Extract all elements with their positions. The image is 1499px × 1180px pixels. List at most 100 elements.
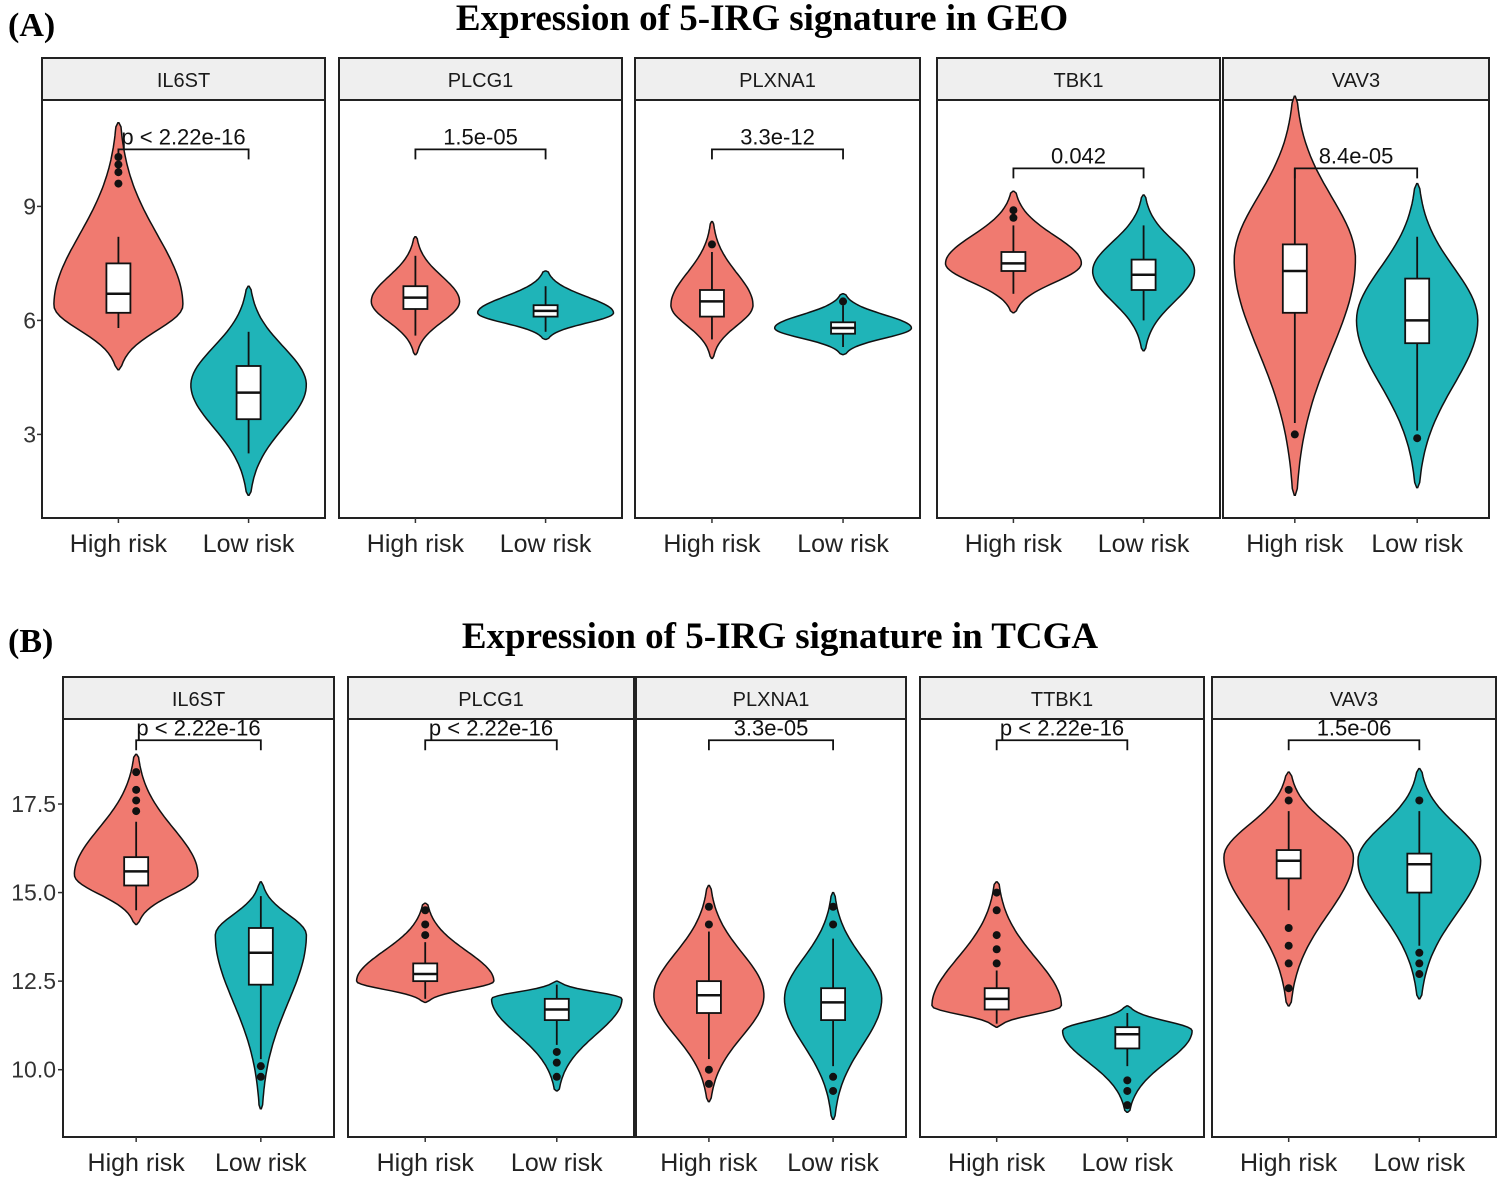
outlier-point bbox=[256, 1062, 265, 1071]
facet-strip bbox=[1222, 57, 1490, 101]
box-iqr bbox=[696, 980, 722, 1014]
p-value-label: 3.3e-12 bbox=[740, 124, 815, 149]
p-value-label: 8.4e-05 bbox=[1319, 143, 1394, 168]
facet-tbk1: TBK1 High risk Low risk 0.042 bbox=[936, 57, 1221, 558]
outlier-point bbox=[1290, 430, 1299, 439]
outlier-point bbox=[992, 959, 1001, 968]
x-tick-label: Low risk bbox=[511, 1149, 603, 1177]
outlier-point bbox=[1123, 1086, 1132, 1095]
x-tick-label: Low risk bbox=[1373, 1149, 1465, 1177]
outlier-point bbox=[1123, 1101, 1132, 1110]
x-tick-label: Low risk bbox=[1081, 1149, 1173, 1177]
x-tick-label: High risk bbox=[948, 1149, 1046, 1177]
outlier-point bbox=[1415, 959, 1424, 968]
box-iqr bbox=[1404, 277, 1431, 345]
outlier-point bbox=[132, 807, 141, 816]
outlier-point bbox=[132, 768, 141, 777]
significance-bracket bbox=[424, 739, 558, 751]
x-tick-label: Low risk bbox=[203, 530, 295, 558]
x-tick-label: High risk bbox=[88, 1149, 186, 1177]
facet-strip-label: PLCG1 bbox=[448, 70, 514, 92]
outlier-point bbox=[1415, 796, 1424, 805]
outlier-point bbox=[114, 160, 123, 169]
x-tick-label: High risk bbox=[663, 530, 761, 558]
outlier-point bbox=[421, 920, 430, 929]
x-tick-label: High risk bbox=[965, 530, 1063, 558]
p-value-label: 0.042 bbox=[1051, 143, 1106, 168]
p-value-label: 1.5e-06 bbox=[1317, 715, 1392, 740]
outlier-point bbox=[552, 1058, 561, 1067]
outlier-point bbox=[552, 1047, 561, 1056]
chart-title-tcga: Expression of 5-IRG signature in TCGA bbox=[462, 616, 1099, 657]
facet-strip-label: IL6ST bbox=[172, 689, 225, 711]
plot-area bbox=[635, 718, 907, 1138]
facet-strip bbox=[347, 676, 635, 720]
outlier-point bbox=[1009, 206, 1018, 215]
x-tick-label: High risk bbox=[377, 1149, 475, 1177]
significance-bracket bbox=[135, 739, 262, 751]
outlier-point bbox=[114, 179, 123, 188]
outlier-point bbox=[421, 931, 430, 940]
facet-strip-label: IL6ST bbox=[157, 70, 210, 92]
outlier-point bbox=[114, 168, 123, 177]
y-tick-label: 12.5 bbox=[11, 968, 56, 994]
significance-bracket bbox=[1012, 167, 1145, 179]
outlier-point bbox=[1284, 959, 1293, 968]
facet-strip bbox=[936, 57, 1221, 101]
outlier-point bbox=[829, 1086, 838, 1095]
outlier-point bbox=[704, 920, 713, 929]
x-tick-label: High risk bbox=[1240, 1149, 1338, 1177]
facet-plxna1: PLXNA1 High risk Low risk 3.3e-05 bbox=[635, 676, 907, 1177]
plot-area bbox=[919, 718, 1205, 1138]
outlier-point bbox=[829, 920, 838, 929]
outlier-point bbox=[992, 888, 1001, 897]
facet-plcg1: PLCG1 High risk Low risk p < 2.22e-16 bbox=[347, 676, 635, 1177]
facet-strip-label: PLXNA1 bbox=[733, 689, 810, 711]
plot-area bbox=[347, 718, 635, 1138]
p-value-label: p < 2.22e-16 bbox=[136, 715, 260, 740]
box-iqr bbox=[412, 962, 439, 983]
box-iqr bbox=[1114, 1026, 1141, 1050]
box-iqr bbox=[1281, 243, 1308, 314]
outlier-point bbox=[421, 906, 430, 915]
outlier-point bbox=[829, 1072, 838, 1081]
box-iqr bbox=[105, 262, 132, 314]
panel-label-b: (B) bbox=[8, 623, 53, 660]
p-value-label: 1.5e-05 bbox=[443, 124, 518, 149]
box-iqr bbox=[247, 927, 274, 986]
outlier-point bbox=[704, 1065, 713, 1074]
outlier-point bbox=[132, 796, 141, 805]
box-iqr bbox=[820, 987, 846, 1022]
facet-plcg1: PLCG1 High risk Low risk 1.5e-05 bbox=[338, 57, 623, 558]
x-tick-label: Low risk bbox=[797, 530, 889, 558]
x-tick-label: High risk bbox=[1246, 530, 1344, 558]
x-tick-label: High risk bbox=[367, 530, 465, 558]
facet-plxna1: PLXNA1 High risk Low risk 3.3e-12 bbox=[634, 57, 921, 558]
outlier-point bbox=[552, 1072, 561, 1081]
significance-bracket bbox=[995, 739, 1129, 751]
box-iqr bbox=[1275, 849, 1302, 880]
significance-bracket bbox=[708, 739, 834, 751]
x-tick-label: Low risk bbox=[1098, 530, 1190, 558]
y-tick-label: 6 bbox=[23, 307, 36, 333]
outlier-point bbox=[704, 902, 713, 911]
x-tick-label: Low risk bbox=[787, 1149, 879, 1177]
significance-bracket bbox=[117, 148, 250, 160]
outlier-point bbox=[1415, 948, 1424, 957]
facet-strip-label: PLXNA1 bbox=[739, 70, 816, 92]
p-value-label: p < 2.22e-16 bbox=[121, 124, 245, 149]
p-value-label: p < 2.22e-16 bbox=[429, 715, 553, 740]
significance-bracket bbox=[1293, 167, 1419, 179]
outlier-point bbox=[829, 902, 838, 911]
significance-bracket bbox=[711, 148, 844, 160]
outlier-point bbox=[704, 1079, 713, 1088]
y-tick-label: 17.5 bbox=[11, 791, 56, 817]
facet-vav3: VAV3 High risk Low risk 1.5e-06 bbox=[1211, 676, 1497, 1177]
outlier-point bbox=[1284, 796, 1293, 805]
outlier-point bbox=[1009, 213, 1018, 222]
p-value-label: p < 2.22e-16 bbox=[1000, 715, 1124, 740]
y-tick-label: 10.0 bbox=[11, 1057, 56, 1083]
outlier-point bbox=[839, 297, 848, 306]
outlier-point bbox=[1284, 785, 1293, 794]
box-iqr bbox=[699, 289, 725, 318]
